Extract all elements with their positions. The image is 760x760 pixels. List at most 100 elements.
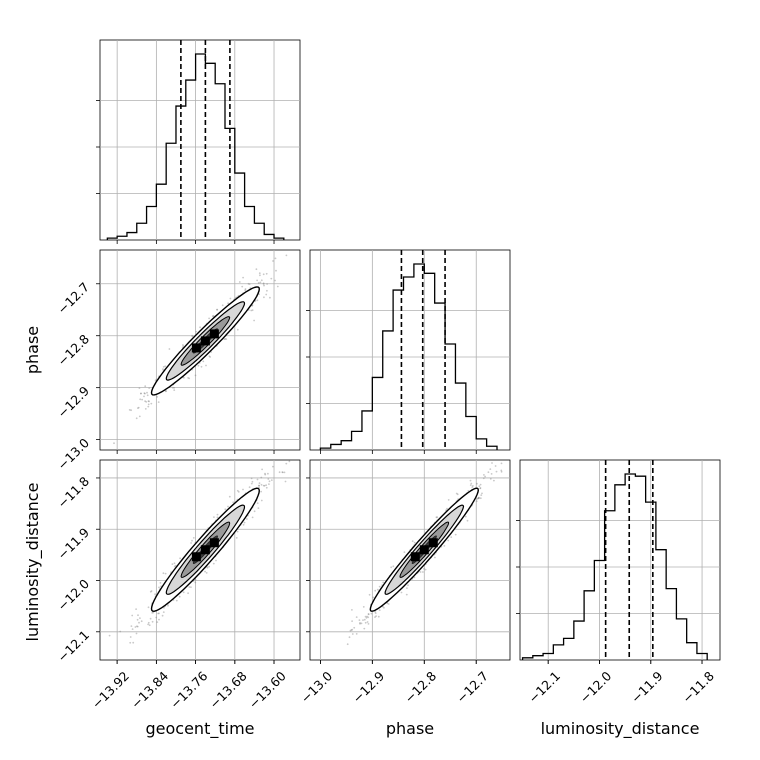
sample-point [164,390,167,393]
sample-point [144,408,147,410]
sample-point [275,269,277,272]
sample-point [158,618,160,621]
xlabel-geocent-time: geocent_time [146,719,255,739]
tick-label-y: −12.8 [54,331,92,369]
sample-point [162,368,164,370]
sample-point [248,486,251,489]
sample-point [288,460,291,463]
sample-point [469,484,472,486]
sample-point [464,515,467,518]
sample-point [455,492,458,495]
sample-point [208,355,211,358]
sample-point [374,612,377,614]
sample-point [436,516,439,519]
sample-point [131,628,134,630]
sample-point [140,620,143,623]
sample-point [403,551,406,553]
sample-point [424,568,427,571]
sample-point [171,563,174,565]
sample-point [134,626,137,628]
sample-point [147,400,150,402]
sample-point [447,499,450,501]
sample-point [213,516,215,518]
sample-point [227,505,229,508]
sample-point [191,335,194,338]
sample-point [238,281,241,283]
sample-point [136,618,139,621]
tick-label-y: −12.1 [54,627,92,665]
sample-point [367,616,370,619]
sample-point [244,289,247,292]
sample-point [150,402,153,405]
sample-point [242,488,244,491]
sample-point [353,626,356,629]
sample-point [263,284,265,287]
sample-point [251,516,254,519]
scatter-phase-vs-luminosity-distance [306,459,511,664]
sample-point [251,309,254,312]
sample-point [378,585,381,588]
sample-point [215,559,217,562]
sample-point [258,484,260,487]
sample-point [216,308,219,311]
sample-point [262,282,265,285]
sample-point [157,401,160,403]
sample-point [265,293,268,296]
sample-point [370,612,373,615]
tick-label-x: −12.8 [401,668,439,706]
sample-point [228,495,231,498]
scatter-geocent-time-vs-luminosity-distance [96,459,301,664]
sample-point [229,297,232,300]
sample-point [364,615,367,618]
sample-point [270,277,273,280]
sample-point [235,537,238,539]
sample-point [255,268,258,271]
sample-point [256,279,258,282]
sample-point [250,477,253,480]
sample-point [351,620,353,622]
sample-point [139,398,142,401]
sample-point [211,315,214,318]
sample-point [360,622,363,625]
sample-point [284,480,287,483]
sample-point [147,623,150,626]
sample-point [278,471,281,474]
sample-point [147,606,150,609]
sample-point [265,484,267,487]
sample-point [155,616,158,619]
histogram-luminosity-distance [521,473,708,660]
tick-label-x: −12.0 [577,668,615,706]
sample-point [434,556,436,559]
sample-point [224,508,227,511]
sample-point [173,386,176,389]
sample-point [244,288,247,290]
sample-point [151,620,154,623]
sample-point [413,576,416,579]
sample-point [135,632,138,635]
tick-label-x: −13.68 [206,668,249,711]
sample-point [262,283,265,285]
sample-point [378,609,381,612]
sample-point [362,619,364,621]
sample-point [358,619,361,621]
sample-point [487,471,490,474]
sample-point [262,273,265,276]
sample-point [264,472,266,475]
sample-point [154,593,157,596]
sample-point [470,482,473,485]
sample-point [194,581,197,584]
sample-point [144,385,147,388]
sample-point [236,530,239,533]
sample-point [260,279,263,282]
sample-point [206,566,209,569]
sample-point [137,407,139,409]
sample-point [138,387,141,389]
sample-point [194,578,197,581]
sample-point [363,627,366,630]
sample-point [471,486,474,488]
sample-point [480,494,483,496]
sample-point [148,400,150,403]
sample-point [500,470,503,473]
sample-point [266,283,268,285]
ylabel-luminosity-distance: luminosity_distance [23,483,43,642]
